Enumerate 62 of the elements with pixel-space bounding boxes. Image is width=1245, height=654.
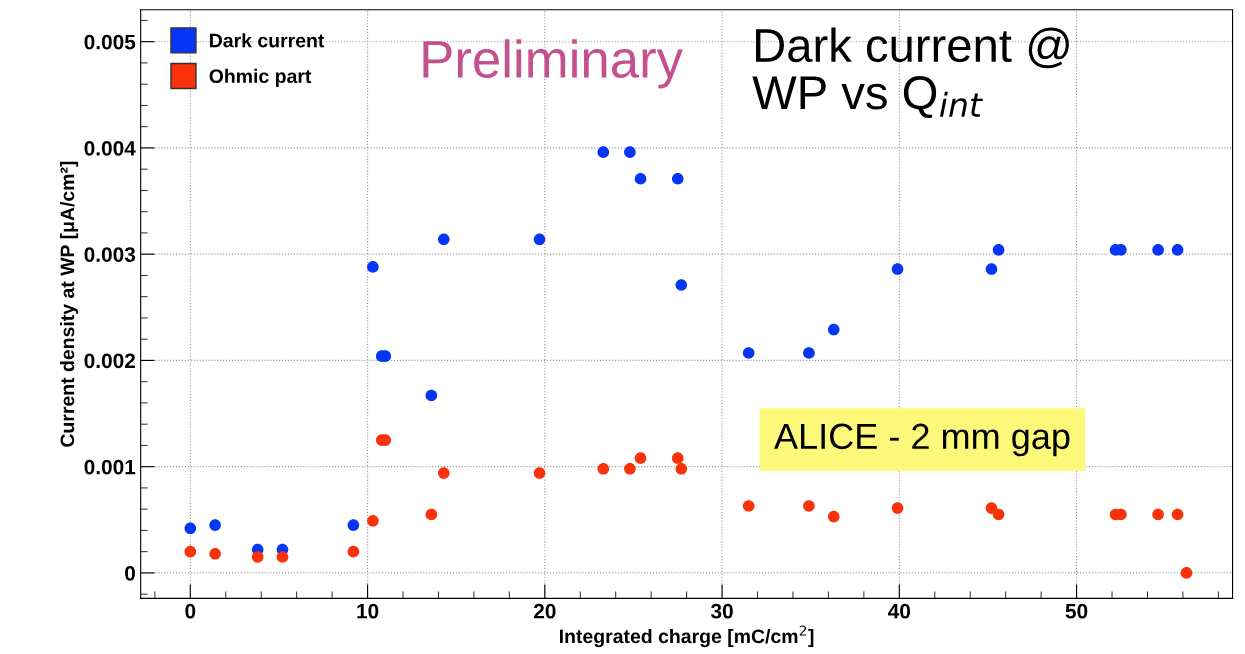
y-tick-label: 0.004 xyxy=(84,140,136,156)
x-axis-title: Integrated charge [mC/cm$^{2}$] xyxy=(559,625,814,648)
point xyxy=(624,462,636,475)
point xyxy=(437,233,450,246)
point xyxy=(675,462,688,475)
point xyxy=(276,551,289,563)
annotation: Preliminary xyxy=(423,39,683,89)
point xyxy=(251,551,264,563)
point xyxy=(742,500,755,512)
point xyxy=(1152,508,1164,521)
point xyxy=(184,545,197,558)
annotation: ALICE - 2 mm gap xyxy=(774,423,1070,457)
point xyxy=(347,545,360,558)
x-tick-label: 10 xyxy=(357,603,379,619)
point xyxy=(347,519,360,531)
point xyxy=(425,389,438,402)
y-tick-label: 0.003 xyxy=(84,247,136,262)
point xyxy=(827,323,840,336)
point xyxy=(671,452,684,464)
point xyxy=(533,233,546,246)
point xyxy=(597,462,610,475)
point xyxy=(533,467,546,479)
point xyxy=(209,547,221,560)
point xyxy=(992,508,1005,521)
point xyxy=(891,263,904,275)
x-tick-label: 0 xyxy=(185,603,196,619)
legend-label: Dark current xyxy=(210,33,325,48)
point xyxy=(742,347,755,359)
point xyxy=(891,502,904,514)
point xyxy=(1180,567,1193,579)
point xyxy=(1171,244,1184,256)
point xyxy=(367,515,379,527)
point xyxy=(992,244,1005,256)
point xyxy=(184,522,197,535)
point xyxy=(624,146,636,158)
point xyxy=(827,510,840,523)
point xyxy=(1152,244,1164,256)
point xyxy=(634,452,647,464)
point xyxy=(209,519,221,531)
y-tick-label: 0.001 xyxy=(84,459,136,475)
point xyxy=(1171,508,1184,521)
text: Dark current @ WP vs Q$_{int}$ xyxy=(752,27,1069,118)
point xyxy=(597,146,610,158)
x-tick-label: 40 xyxy=(888,603,911,619)
legend-label: Ohmic part xyxy=(209,68,312,87)
point xyxy=(437,467,450,479)
point xyxy=(985,502,998,514)
point xyxy=(367,261,379,273)
point xyxy=(671,172,684,185)
point xyxy=(634,172,647,185)
x-tick-label: 30 xyxy=(710,603,733,619)
point xyxy=(985,263,998,275)
y-axis-title: Current density at WP [μA/cm²] xyxy=(60,161,79,447)
x-tick-label: 50 xyxy=(1065,603,1088,619)
x-tick-label: 20 xyxy=(533,603,556,619)
point xyxy=(803,500,815,512)
point xyxy=(803,347,815,359)
y-tick-label: 0 xyxy=(125,565,135,581)
y-tick-label: 0.002 xyxy=(84,353,135,369)
point xyxy=(425,508,438,521)
point xyxy=(675,279,688,291)
y-tick-label: 0.005 xyxy=(84,34,136,50)
